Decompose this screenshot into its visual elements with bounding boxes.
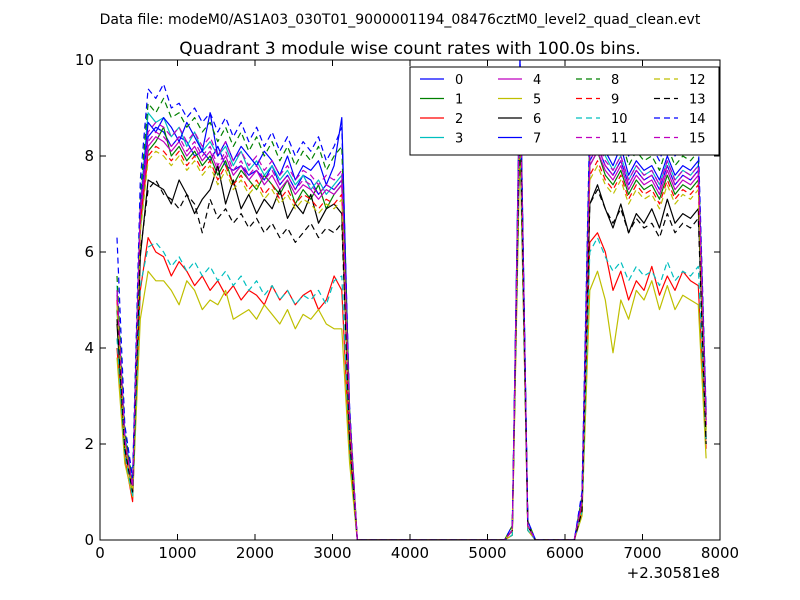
x-tick-label: 4000 bbox=[391, 544, 429, 562]
legend-label-0: 0 bbox=[455, 73, 463, 88]
legend-label-11: 11 bbox=[611, 132, 628, 147]
y-tick-label: 0 bbox=[84, 531, 94, 549]
chart-title: Quadrant 3 module wise count rates with … bbox=[179, 39, 640, 59]
y-tick-label: 2 bbox=[84, 435, 94, 453]
legend-label-12: 12 bbox=[689, 73, 706, 88]
plot-lines bbox=[116, 60, 707, 540]
y-tick-label: 6 bbox=[84, 243, 94, 261]
series-line-7 bbox=[116, 60, 707, 540]
legend-label-7: 7 bbox=[533, 132, 541, 147]
series-line-4 bbox=[116, 83, 707, 540]
legend-label-13: 13 bbox=[689, 93, 706, 108]
x-tick-label: 6000 bbox=[546, 544, 584, 562]
legend-label-3: 3 bbox=[455, 132, 463, 147]
series-line-10 bbox=[116, 116, 707, 540]
legend-label-4: 4 bbox=[533, 73, 541, 88]
x-tick-label: 0 bbox=[95, 544, 105, 562]
legend-label-14: 14 bbox=[689, 112, 706, 127]
series-line-15 bbox=[116, 73, 707, 540]
x-tick-label: 5000 bbox=[468, 544, 506, 562]
x-axis-offset-label: +2.30581e8 bbox=[627, 564, 720, 582]
x-tick-label: 1000 bbox=[158, 544, 196, 562]
legend-box bbox=[409, 66, 720, 156]
y-tick-label: 8 bbox=[84, 147, 94, 165]
series-line-5 bbox=[116, 141, 707, 540]
series-line-1 bbox=[116, 88, 707, 540]
legend-label-5: 5 bbox=[533, 93, 541, 108]
x-tick-label: 2000 bbox=[236, 544, 274, 562]
series-line-2 bbox=[116, 126, 707, 540]
legend-label-10: 10 bbox=[611, 112, 628, 127]
legend-label-8: 8 bbox=[611, 73, 619, 88]
x-tick-label: 8000 bbox=[701, 544, 739, 562]
series-line-6 bbox=[116, 107, 707, 540]
x-tick-label: 3000 bbox=[313, 544, 351, 562]
series-line-14 bbox=[116, 60, 707, 540]
legend-label-6: 6 bbox=[533, 112, 541, 127]
x-axis: 0 1000 2000 3000 4000 5000 6000 7000 8000 bbox=[95, 60, 739, 562]
y-tick-label: 10 bbox=[75, 51, 94, 69]
y-tick-label: 4 bbox=[84, 339, 94, 357]
legend-label-15: 15 bbox=[689, 132, 706, 147]
legend-label-2: 2 bbox=[455, 112, 463, 127]
legend-label-9: 9 bbox=[611, 93, 619, 108]
legend-label-1: 1 bbox=[455, 93, 463, 108]
series-line-13 bbox=[116, 112, 707, 540]
figure-suptitle: Data file: modeM0/AS1A03_030T01_90000011… bbox=[100, 12, 701, 28]
x-tick-label: 7000 bbox=[623, 544, 661, 562]
series-line-12 bbox=[116, 97, 707, 540]
